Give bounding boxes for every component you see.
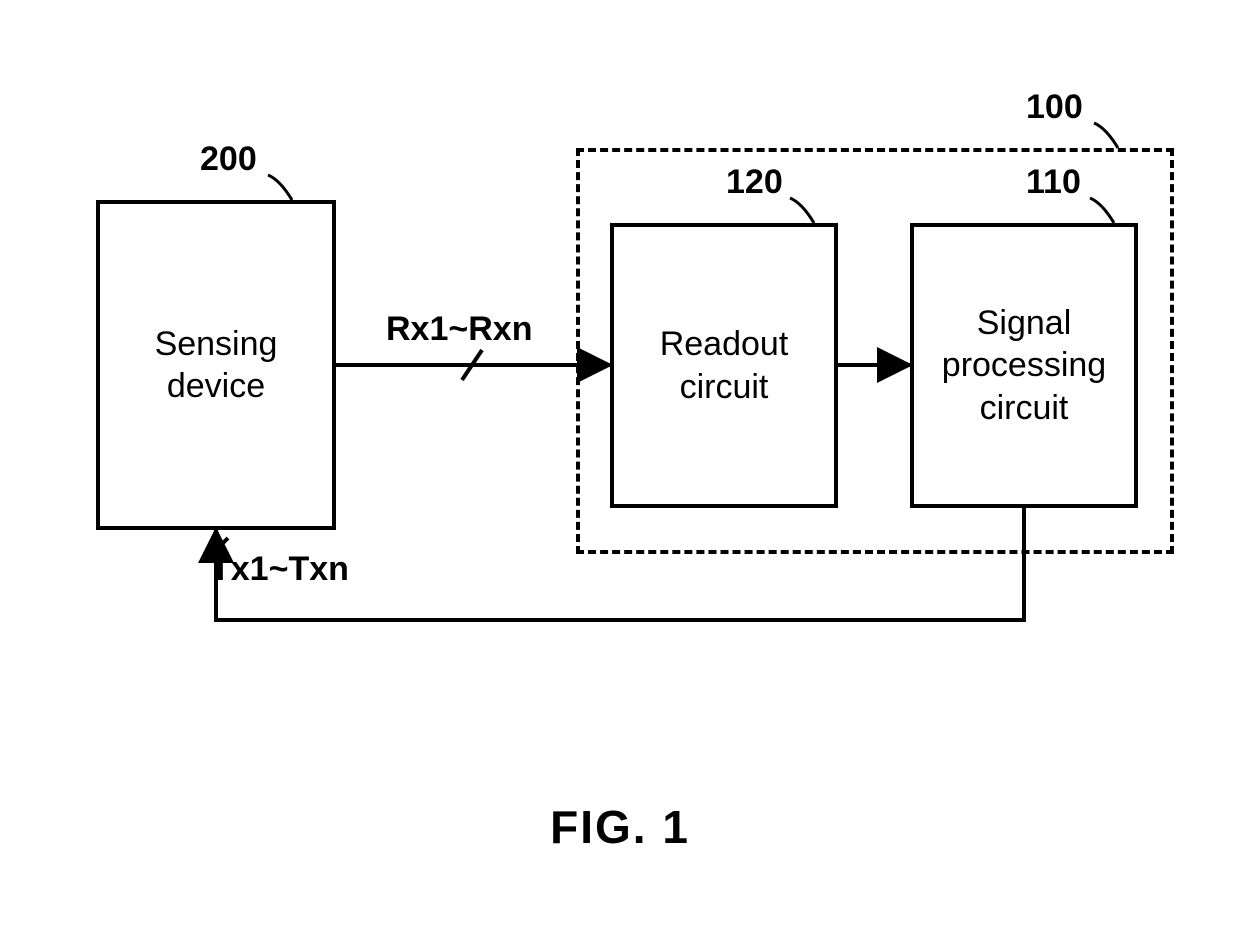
block-signal-processing-circuit: Signalprocessingcircuit [910, 223, 1138, 508]
signal-tx-label: Tx1~Txn [210, 550, 349, 589]
block-label: Sensingdevice [155, 323, 278, 408]
block-sensing-device: Sensingdevice [96, 200, 336, 530]
ref-200: 200 [200, 140, 257, 179]
diagram-canvas: Sensingdevice Readoutcircuit Signalproce… [0, 0, 1240, 945]
ref-100: 100 [1026, 88, 1083, 127]
block-label: Readoutcircuit [660, 323, 789, 408]
ref-110: 110 [1026, 163, 1081, 202]
block-label: Signalprocessingcircuit [942, 302, 1106, 430]
ref-120: 120 [726, 163, 783, 202]
figure-label: FIG. 1 [0, 800, 1240, 854]
block-readout-circuit: Readoutcircuit [610, 223, 838, 508]
signal-rx-label: Rx1~Rxn [386, 310, 532, 349]
